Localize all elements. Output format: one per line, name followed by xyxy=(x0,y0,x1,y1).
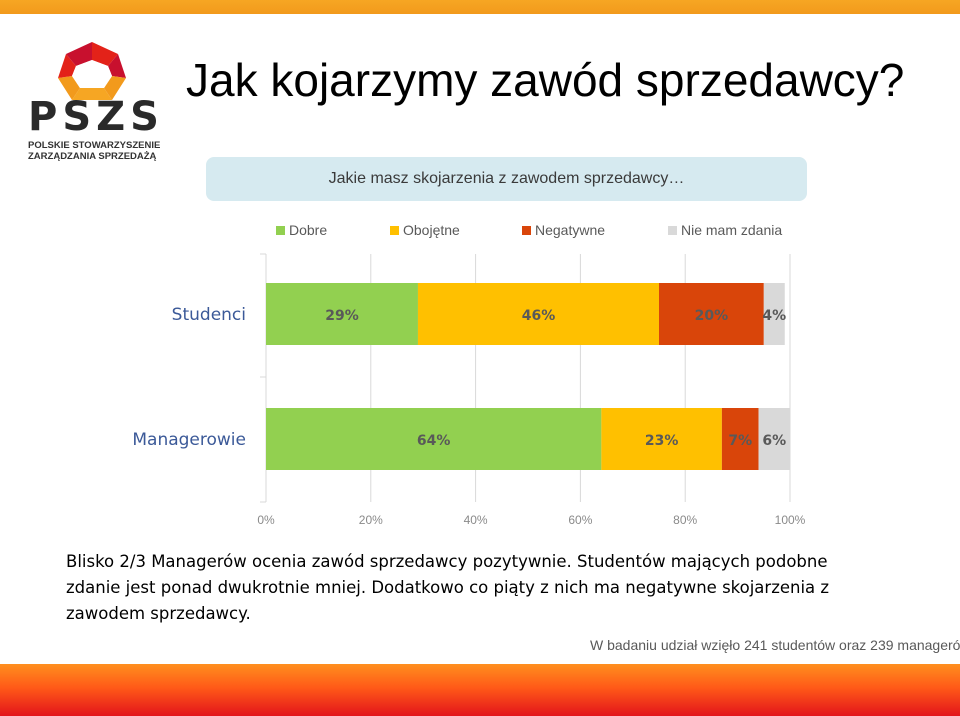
bar-segment xyxy=(758,408,790,470)
logo-wordmark: PSZS xyxy=(28,94,164,140)
data-label: 20% xyxy=(695,308,729,324)
logo-subtitle: POLSKIE STOWARZYSZENIE ZARZĄDZANIA SPRZE… xyxy=(28,140,168,162)
data-label: 7% xyxy=(728,433,752,449)
top-accent-bar xyxy=(0,0,960,14)
legend-item-obojetne: Obojętne xyxy=(390,221,460,239)
x-tick-label: 40% xyxy=(464,513,488,527)
bar-segment xyxy=(266,283,418,345)
data-label: 6% xyxy=(762,433,786,449)
x-tick-label: 20% xyxy=(359,513,383,527)
bar-segment xyxy=(763,283,785,345)
pszs-logo xyxy=(24,38,160,166)
x-tick-label: 100% xyxy=(775,513,806,527)
sample-footnote: W badaniu udział wzięło 241 studentów or… xyxy=(590,637,960,653)
bar-segment xyxy=(417,283,659,345)
x-tick-label: 0% xyxy=(257,513,275,527)
legend-item-dobre: Dobre xyxy=(276,221,327,239)
logo-emblem-icon xyxy=(56,40,128,100)
data-label: 4% xyxy=(762,308,786,324)
category-label: Managerowie xyxy=(132,430,246,450)
legend-label-negatywne: Negatywne xyxy=(535,222,606,238)
legend-swatch-dobre xyxy=(276,226,285,235)
legend-item-negatywne: Negatywne xyxy=(522,221,605,239)
data-label: 64% xyxy=(417,433,451,449)
caption-line-1: Blisko 2/3 Managerów ocenia zawód sprzed… xyxy=(66,552,828,571)
legend-label-dobre: Dobre xyxy=(289,222,328,238)
bottom-accent-bar xyxy=(0,664,960,716)
data-label: 29% xyxy=(325,308,359,324)
summary-caption: Blisko 2/3 Managerów ocenia zawód sprzed… xyxy=(66,549,886,627)
bar-segment xyxy=(266,408,602,470)
caption-line-2: zdanie jest ponad dwukrotnie mniej. Doda… xyxy=(66,578,830,597)
logo-subtitle-line1: POLSKIE STOWARZYSZENIE xyxy=(28,140,161,151)
legend-swatch-negatywne xyxy=(522,226,531,235)
stacked-bar-chart: 0% 20% 40% 60% 80% 100% Studenci 29% 46% 20% 4% Man… xyxy=(132,253,806,527)
logo-subtitle-line2: ZARZĄDZANIA SPRZEDAŻĄ xyxy=(28,151,157,162)
legend-label-obojetne: Obojętne xyxy=(403,222,460,238)
bar-segment xyxy=(659,283,764,345)
bar-segment xyxy=(601,408,722,470)
data-label: 46% xyxy=(522,308,556,324)
category-label: Studenci xyxy=(172,305,246,325)
question-banner: Jakie masz skojarzenia z zawodem sprzeda… xyxy=(206,157,807,201)
legend-label-nie-mam-zdania: Nie mam zdania xyxy=(681,222,783,238)
legend-swatch-obojetne xyxy=(390,226,399,235)
legend-swatch-nie-mam-zdania xyxy=(668,226,677,235)
data-label: 23% xyxy=(645,433,679,449)
caption-line-3: zawodem sprzedawcy. xyxy=(66,604,251,623)
x-tick-label: 80% xyxy=(673,513,697,527)
x-tick-label: 60% xyxy=(568,513,592,527)
legend-item-nie-mam-zdania: Nie mam zdania xyxy=(668,221,782,239)
page-title: Jak kojarzymy zawód sprzedawcy? xyxy=(186,54,905,106)
bar-segment xyxy=(721,408,759,470)
